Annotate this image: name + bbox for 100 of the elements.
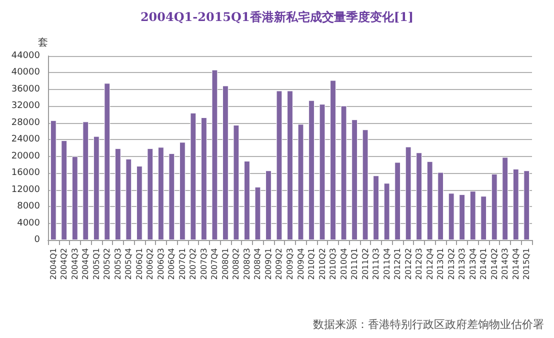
bar xyxy=(50,120,56,240)
x-tick-label: 2011Q1 xyxy=(350,248,360,280)
x-tick-label: 2007Q2 xyxy=(188,248,198,280)
x-tick-label: 2010Q1 xyxy=(307,248,316,280)
bar xyxy=(287,90,293,240)
bar xyxy=(136,166,142,240)
bar xyxy=(298,124,304,240)
bar xyxy=(405,146,412,240)
y-tick-label: 28000 xyxy=(11,118,40,128)
y-tick-label: 4000 xyxy=(17,218,40,228)
bar xyxy=(470,191,476,240)
bar xyxy=(104,83,110,240)
bar xyxy=(319,104,326,240)
bar xyxy=(212,70,218,240)
bar xyxy=(147,148,154,240)
x-tick-label: 2004Q1 xyxy=(48,248,58,280)
y-tick-label: 44000 xyxy=(11,51,40,61)
x-tick-label: 2004Q3 xyxy=(70,248,80,280)
bar xyxy=(158,147,164,240)
bar xyxy=(438,172,444,240)
x-tick-label: 2012Q3 xyxy=(414,248,424,280)
x-tick-label: 2007Q4 xyxy=(210,248,220,280)
y-tick-label: 16000 xyxy=(11,168,40,178)
x-tick-label: 2014Q4 xyxy=(511,248,520,280)
x-tick-label: 2013Q2 xyxy=(446,248,456,280)
y-axis-title: 套 xyxy=(38,36,48,48)
bar xyxy=(168,153,175,240)
bar xyxy=(179,142,186,240)
bar xyxy=(72,156,78,240)
x-tick-label: 2005Q1 xyxy=(92,248,101,280)
y-tick-label: 8000 xyxy=(17,202,40,212)
x-tick-label: 2008Q3 xyxy=(242,248,252,280)
x-tick-label: 2005Q4 xyxy=(124,248,134,280)
x-tick-label: 2009Q2 xyxy=(274,248,284,280)
bar xyxy=(254,186,261,240)
x-tick-label: 2009Q4 xyxy=(296,248,306,280)
x-tick-label: 2006Q2 xyxy=(146,248,155,280)
x-tick-label: 2008Q1 xyxy=(220,248,230,280)
x-tick-label: 2004Q4 xyxy=(81,248,90,280)
x-tick-label: 2015Q1 xyxy=(522,248,532,280)
bar xyxy=(114,148,121,240)
bar xyxy=(362,130,368,240)
x-tick-label: 2008Q4 xyxy=(253,248,262,280)
x-tick-label: 2004Q2 xyxy=(60,248,69,280)
x-tick-label: 2011Q2 xyxy=(360,248,370,280)
bar xyxy=(93,136,100,240)
source-note: 数据来源：香港特别行政区政府差饷物业估价署 xyxy=(313,318,544,331)
x-tick-label: 2010Q3 xyxy=(328,248,338,280)
bar xyxy=(416,152,422,240)
y-tick-label: 0 xyxy=(34,235,40,245)
x-tick-label: 2012Q2 xyxy=(404,248,413,280)
bar xyxy=(61,140,68,240)
bar xyxy=(384,183,390,240)
y-tick-label: 32000 xyxy=(11,101,40,112)
bar xyxy=(190,112,196,240)
bar xyxy=(426,161,433,240)
bar xyxy=(126,158,132,240)
y-tick-label: 20000 xyxy=(11,151,40,162)
bar xyxy=(276,90,282,240)
bar xyxy=(308,100,314,240)
bar xyxy=(330,80,336,240)
x-tick-label: 2014Q1 xyxy=(479,248,488,280)
x-tick-label: 2005Q2 xyxy=(102,248,112,280)
x-tick-label: 2013Q3 xyxy=(458,248,467,280)
bar xyxy=(491,174,498,240)
bar xyxy=(502,157,508,240)
bar xyxy=(512,168,519,240)
y-tick-label: 12000 xyxy=(11,184,40,195)
bar xyxy=(201,117,207,240)
x-tick-label: 2006Q1 xyxy=(134,248,144,280)
bar xyxy=(459,194,466,240)
x-tick-label: 2007Q1 xyxy=(178,248,187,280)
bar xyxy=(266,170,272,240)
x-tick-label: 2012Q1 xyxy=(393,248,402,280)
x-tick-label: 2006Q4 xyxy=(167,248,176,280)
x-tick-label: 2007Q3 xyxy=(199,248,208,280)
bar xyxy=(480,196,487,240)
x-tick-label: 2011Q3 xyxy=(372,248,381,280)
x-tick-label: 2011Q4 xyxy=(382,248,392,280)
y-tick-label: 40000 xyxy=(11,68,40,78)
x-tick-label: 2008Q2 xyxy=(232,248,241,280)
bar xyxy=(524,170,530,240)
x-tick-label: 2014Q2 xyxy=(490,248,499,280)
x-tick-label: 2009Q1 xyxy=(264,248,273,280)
bar xyxy=(373,176,379,240)
x-tick-label: 2005Q3 xyxy=(113,248,122,280)
x-tick-label: 2010Q2 xyxy=(318,248,327,280)
bar xyxy=(233,125,240,240)
x-tick-label: 2010Q4 xyxy=(339,248,348,280)
y-tick-label: 36000 xyxy=(11,84,40,94)
x-tick-label: 2013Q1 xyxy=(436,248,446,280)
bar xyxy=(352,120,358,240)
bar xyxy=(222,86,228,240)
y-tick-label: 24000 xyxy=(11,134,40,145)
x-tick-label: 2009Q3 xyxy=(286,248,294,280)
bar xyxy=(82,122,89,240)
bar xyxy=(394,162,401,240)
bar xyxy=(340,106,347,240)
x-tick-label: 2006Q3 xyxy=(156,248,166,280)
x-tick-label: 2013Q4 xyxy=(468,248,478,280)
